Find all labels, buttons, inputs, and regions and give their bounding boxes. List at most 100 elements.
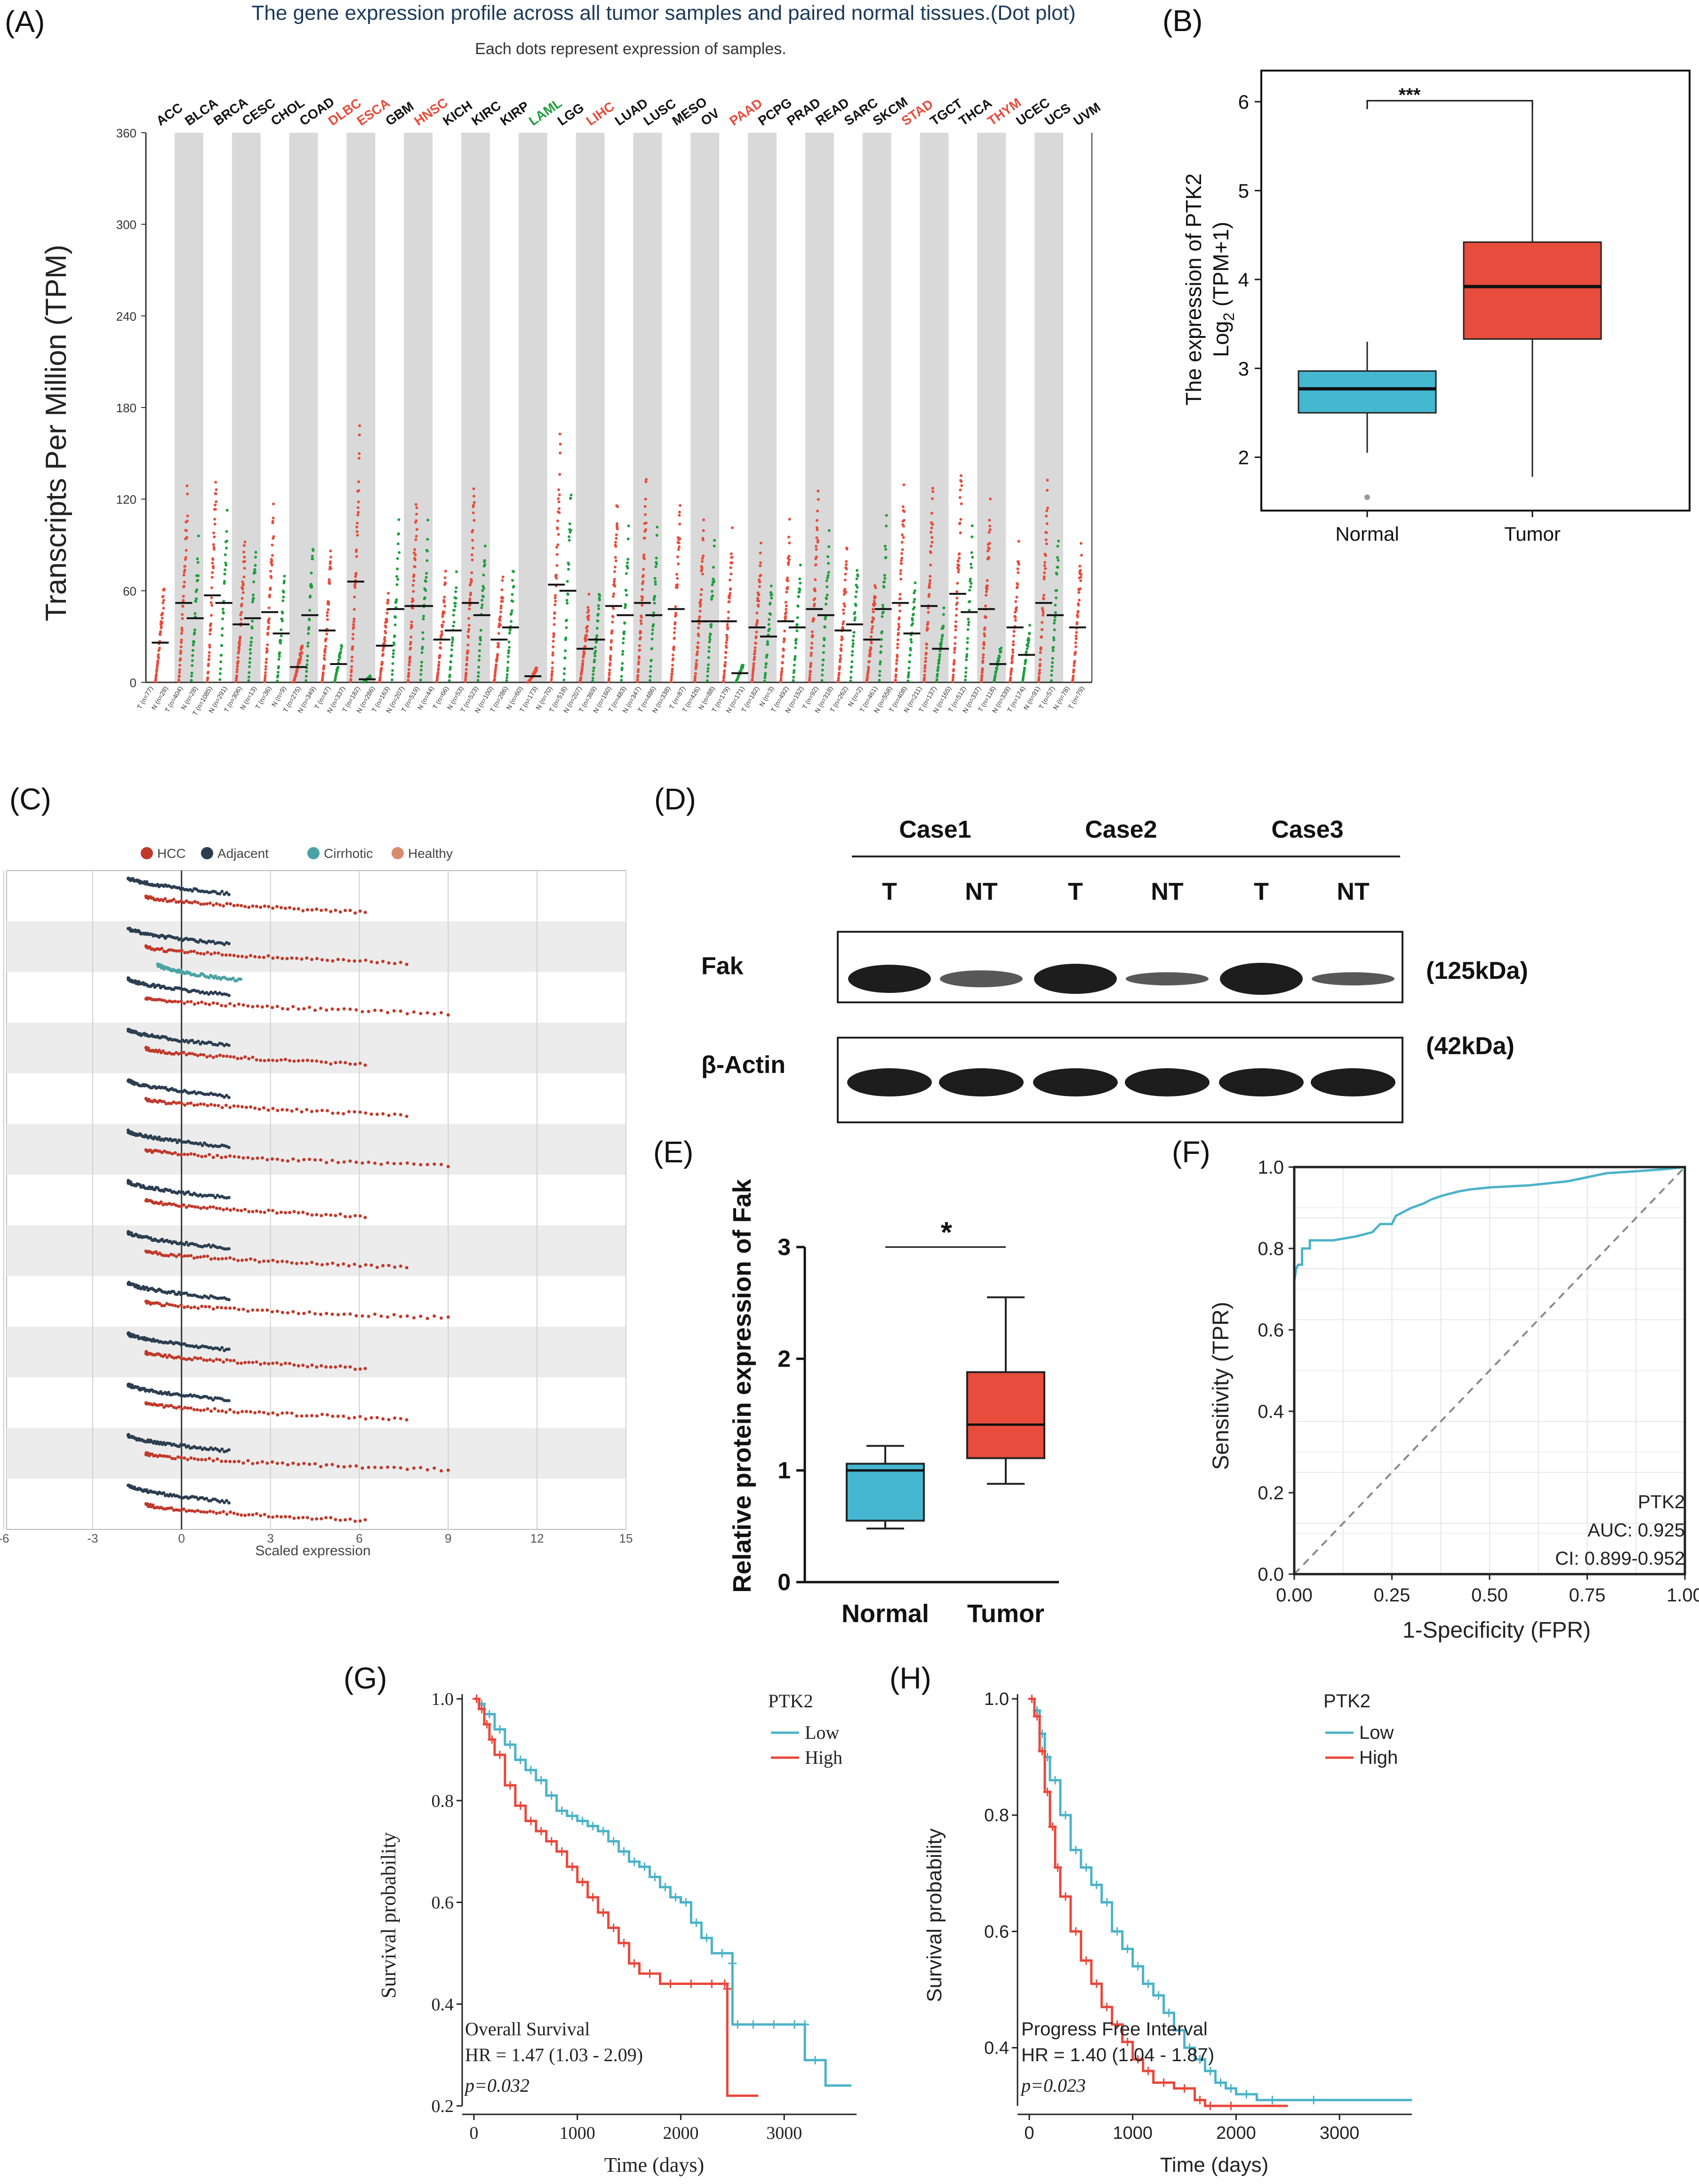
tumor-dot <box>988 542 991 545</box>
tumor-dot <box>702 554 705 558</box>
tumor-dot <box>843 605 846 608</box>
tumor-dot <box>923 666 927 670</box>
normal-dot <box>624 604 627 607</box>
sample-dot <box>399 1315 402 1319</box>
sample-dot <box>211 1510 215 1514</box>
censor-mark <box>1061 1892 1070 1901</box>
normal-dot <box>562 678 566 681</box>
fak-band <box>940 970 1023 987</box>
tumor-dot <box>845 547 849 551</box>
tumor-dot <box>556 519 560 522</box>
tumor-dot <box>1072 668 1075 672</box>
tumor-dot <box>694 672 697 675</box>
tumor-dot <box>495 664 498 667</box>
sample-dot <box>393 1265 397 1269</box>
tumor-dot <box>551 661 554 664</box>
tumor-dot <box>699 602 702 606</box>
sample-dot <box>348 1312 352 1316</box>
normal-dot <box>940 640 943 644</box>
normal-dot <box>476 679 480 682</box>
xtick-label: 1000 <box>1113 2123 1153 2143</box>
tumor-dot <box>299 655 302 658</box>
censor-mark <box>488 1735 497 1744</box>
tumor-dot <box>441 615 444 618</box>
tumor-dot <box>470 580 473 583</box>
normal-dot <box>421 637 425 640</box>
sample-dot <box>228 1306 232 1310</box>
tumor-dot <box>931 487 934 490</box>
censor-mark <box>1309 2096 1318 2104</box>
normal-dot <box>567 568 570 571</box>
sample-dot <box>344 1215 347 1218</box>
tumor-dot <box>673 631 676 634</box>
sample-dot <box>224 1399 228 1402</box>
sample-dot <box>183 951 187 954</box>
censor-mark <box>1144 2066 1153 2075</box>
sample-dot <box>275 1211 279 1215</box>
panel-e-label: (E) <box>653 1135 693 1169</box>
sample-dot <box>326 1413 329 1417</box>
tumor-dot <box>980 676 983 679</box>
tumor-dot <box>584 645 587 648</box>
ytick-label: 0.0 <box>1258 1564 1284 1585</box>
censor-mark <box>1144 1979 1153 1988</box>
sample-dot <box>159 1200 163 1204</box>
normal-dot <box>481 584 485 588</box>
normal-dot <box>940 638 943 641</box>
sample-dot <box>292 907 296 911</box>
sample-dot <box>187 1052 191 1056</box>
normal-dot <box>763 676 767 680</box>
tumor-dot <box>356 513 360 517</box>
cancer-label: KIRC <box>469 98 504 128</box>
tumor-dot <box>614 541 617 544</box>
sample-dot <box>177 1052 181 1056</box>
sample-dot <box>297 1312 300 1315</box>
normal-dot <box>569 528 573 532</box>
normal-dot <box>793 657 797 660</box>
normal-dot <box>248 648 252 651</box>
ytick-label: 2 <box>777 1345 791 1372</box>
tumor-dot <box>678 545 681 549</box>
tumor-dot <box>493 673 497 677</box>
normal-dot <box>1028 632 1031 635</box>
panel-h-p: p=0.023 <box>1020 2075 1086 2096</box>
sample-dot <box>249 954 253 958</box>
tumor-dot <box>810 647 813 650</box>
tumor-dot <box>386 602 389 605</box>
tumor-dot <box>810 641 814 645</box>
normal-dot <box>622 632 625 636</box>
tumor-dot <box>839 647 842 650</box>
normal-dot <box>391 662 394 665</box>
censor-mark <box>609 1923 618 1932</box>
normal-dot <box>249 644 252 647</box>
sample-dot <box>183 1243 186 1247</box>
sample-dot <box>256 1004 259 1008</box>
tumor-dot <box>210 576 214 579</box>
tumor-dot <box>872 608 875 611</box>
ytick-label: 0.8 <box>984 1806 1009 1825</box>
normal-dot <box>276 671 280 674</box>
normal-dot <box>224 563 228 567</box>
tumor-dot <box>269 569 272 573</box>
tumor-dot <box>673 627 676 630</box>
panel-a-dots <box>153 424 1083 684</box>
sample-dot <box>308 1463 312 1466</box>
tumor-dot <box>270 560 273 563</box>
normal-dot <box>822 651 825 654</box>
normal-dot <box>339 650 343 654</box>
panel-a: (A) The gene expression profile across a… <box>5 1 1101 717</box>
sample-dot <box>255 1512 258 1516</box>
tumor-dot <box>558 432 561 436</box>
tumor-dot <box>722 675 726 678</box>
sample-dot <box>348 1365 352 1369</box>
sample-dot <box>271 1361 275 1365</box>
sample-dot <box>236 1208 240 1212</box>
tumor-dot <box>441 624 444 627</box>
tumor-dot <box>787 554 791 558</box>
normal-dot <box>649 665 652 668</box>
sample-dot <box>379 1162 383 1166</box>
tumor-dot <box>325 632 329 636</box>
tumor-dot <box>960 502 963 505</box>
sample-dot <box>325 1008 329 1012</box>
normal-dot <box>1027 638 1031 641</box>
